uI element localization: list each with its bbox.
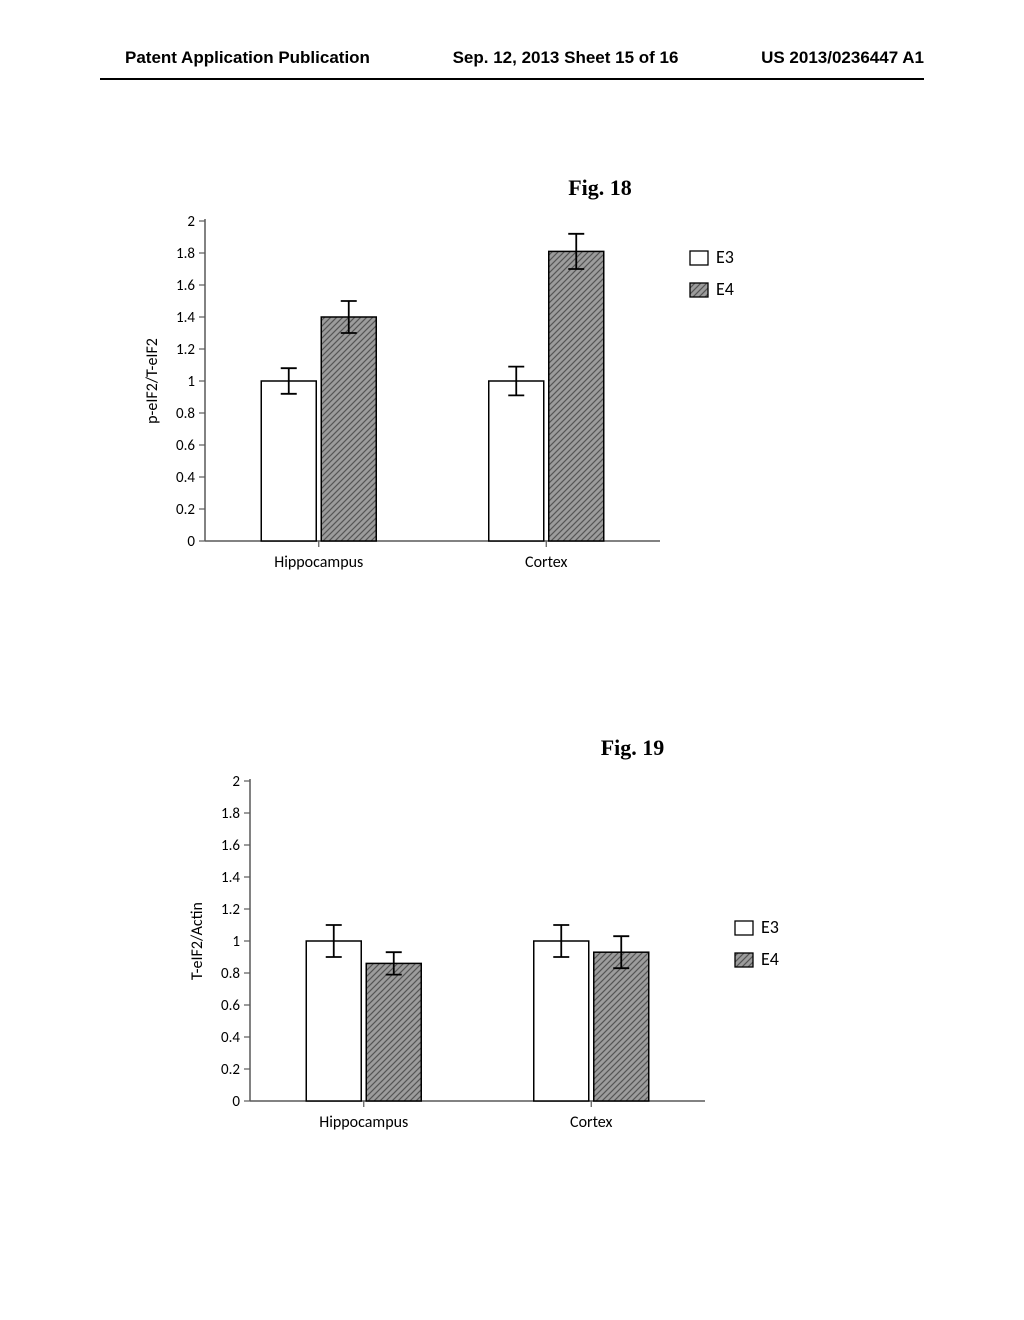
svg-text:1: 1: [232, 933, 240, 951]
svg-text:2: 2: [232, 773, 240, 791]
figure-19: Fig. 19 0 0.2 0.4 0.6 0.8 1 1.2 1.4 1.6 1.8 2 T-eIF…: [180, 735, 920, 1171]
svg-text:1.6: 1.6: [176, 277, 195, 295]
figure-18: Fig. 18 0 0.2 0.4 0.6 0.8 1 1.2 1.4 1.6 1.8 2 p-eIF…: [135, 175, 875, 611]
header-right: US 2013/0236447 A1: [761, 48, 924, 68]
svg-text:0.2: 0.2: [176, 501, 195, 519]
svg-text:0: 0: [187, 533, 195, 551]
svg-text:0.4: 0.4: [176, 469, 195, 487]
svg-text:Hippocampus: Hippocampus: [274, 553, 363, 572]
svg-text:T-eIF2/Actin: T-eIF2/Actin: [188, 902, 207, 980]
svg-text:1.4: 1.4: [221, 869, 240, 887]
svg-text:E4: E4: [716, 278, 734, 300]
figure-18-title: Fig. 18: [325, 175, 875, 201]
svg-text:0.2: 0.2: [221, 1061, 240, 1079]
svg-text:Cortex: Cortex: [525, 553, 567, 572]
svg-text:Cortex: Cortex: [570, 1113, 612, 1132]
svg-text:0.4: 0.4: [221, 1029, 240, 1047]
svg-text:1.2: 1.2: [221, 901, 240, 919]
svg-text:E3: E3: [716, 246, 734, 268]
figure-18-chart: 0 0.2 0.4 0.6 0.8 1 1.2 1.4 1.6 1.8 2 p-eIF2/T-eIF2…: [135, 201, 875, 606]
svg-text:E4: E4: [761, 948, 779, 970]
svg-text:0.8: 0.8: [176, 405, 195, 423]
svg-text:1.2: 1.2: [176, 341, 195, 359]
svg-text:0.8: 0.8: [221, 965, 240, 983]
svg-text:E3: E3: [761, 916, 779, 938]
svg-text:0: 0: [232, 1093, 240, 1111]
svg-text:0.6: 0.6: [176, 437, 195, 455]
svg-text:2: 2: [187, 213, 195, 231]
svg-text:p-eIF2/T-eIF2: p-eIF2/T-eIF2: [143, 338, 162, 424]
svg-text:1.6: 1.6: [221, 837, 240, 855]
svg-text:1: 1: [187, 373, 195, 391]
header-left: Patent Application Publication: [125, 48, 370, 68]
svg-text:1.8: 1.8: [176, 245, 195, 263]
figure-19-title: Fig. 19: [345, 735, 920, 761]
svg-text:1.8: 1.8: [221, 805, 240, 823]
svg-text:Hippocampus: Hippocampus: [319, 1113, 408, 1132]
page-header: Patent Application Publication Sep. 12, …: [0, 48, 1024, 68]
svg-text:1.4: 1.4: [176, 309, 195, 327]
svg-text:0.6: 0.6: [221, 997, 240, 1015]
figure-19-chart: 0 0.2 0.4 0.6 0.8 1 1.2 1.4 1.6 1.8 2 T-eIF2/Actin H…: [180, 761, 920, 1166]
header-mid: Sep. 12, 2013 Sheet 15 of 16: [453, 48, 679, 68]
header-rule: [100, 78, 924, 80]
